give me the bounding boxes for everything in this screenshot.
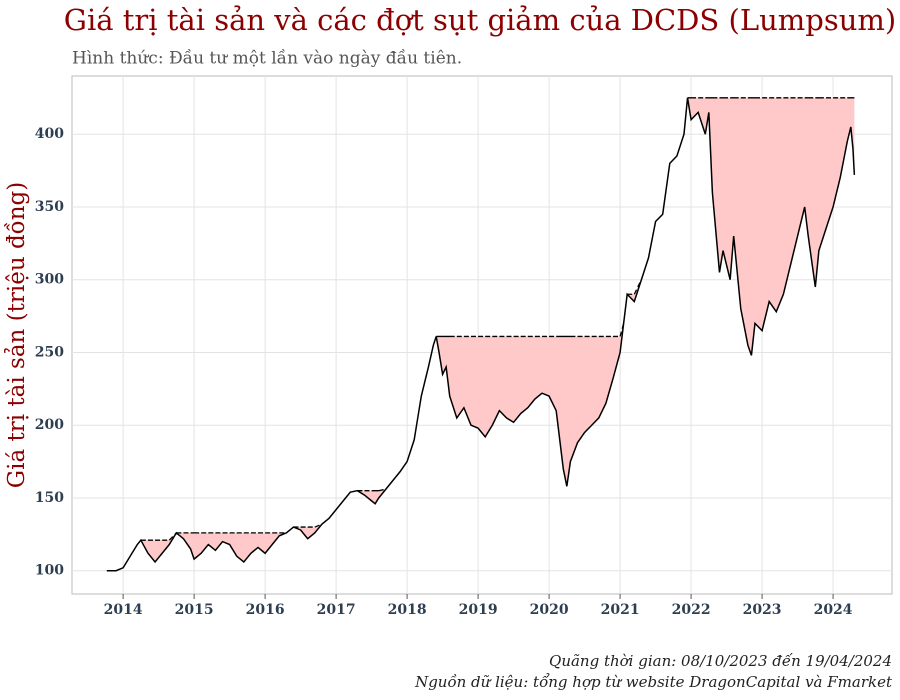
y-tick-label: 350	[35, 199, 64, 215]
y-tick-label: 300	[35, 272, 64, 288]
y-tick-label: 200	[35, 417, 64, 433]
chart-title: Giá trị tài sản và các đợt sụt giảm của …	[64, 3, 896, 37]
footer-period: Quãng thời gian: 08/10/2023 đến 19/04/20…	[549, 652, 892, 670]
x-tick-label: 2022	[672, 602, 711, 618]
value-line	[106, 97, 856, 572]
y-tick-label: 400	[35, 126, 64, 142]
x-tick-label: 2018	[388, 602, 427, 618]
peak-line	[140, 97, 855, 541]
x-tick-label: 2024	[814, 602, 853, 618]
x-tick-label: 2016	[246, 602, 285, 618]
x-tick-label: 2014	[104, 602, 143, 618]
plot-frame	[71, 75, 893, 595]
y-tick-label: 250	[35, 344, 64, 360]
x-tick-label: 2019	[459, 602, 498, 618]
x-tick-label: 2020	[530, 602, 569, 618]
chart-subtitle: Hình thức: Đầu tư một lần vào ngày đầu t…	[72, 49, 462, 69]
y-tick-label: 150	[35, 490, 64, 506]
y-tick-label: 100	[35, 563, 64, 579]
drawdown-area	[106, 97, 855, 571]
x-tick-label: 2017	[317, 602, 356, 618]
footer-source: Nguồn dữ liệu: tổng hợp từ website Drago…	[414, 673, 893, 691]
x-tick-label: 2015	[175, 602, 214, 618]
x-tick-label: 2023	[743, 602, 782, 618]
y-axis-label: Giá trị tài sản (triệu đồng)	[4, 182, 30, 489]
x-tick-label: 2021	[601, 602, 640, 618]
